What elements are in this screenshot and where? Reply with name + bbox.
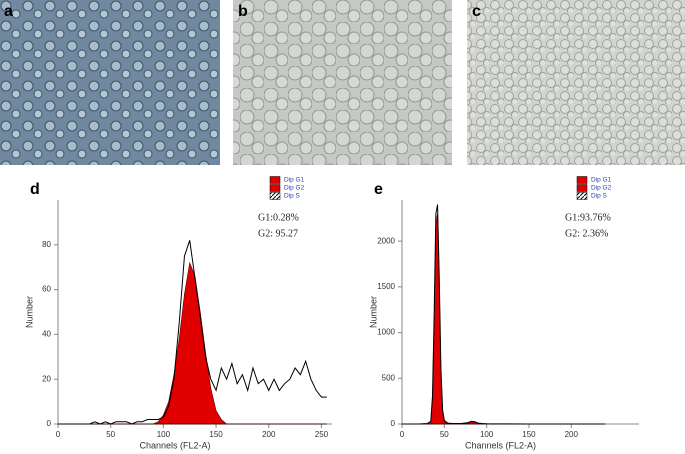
legend-swatch — [269, 184, 281, 192]
panel-label: d — [30, 181, 40, 198]
legend-swatch — [576, 192, 588, 200]
x-tick-label: 100 — [157, 430, 171, 439]
y-axis-label: Number — [24, 296, 34, 328]
annotation: G2: 2.36% — [565, 228, 608, 239]
micrograph — [467, 0, 685, 165]
legend-label: Dip G2 — [284, 185, 305, 192]
micrograph — [0, 0, 220, 165]
annotation: G2: 95.27 — [258, 228, 298, 239]
y-tick-label: 0 — [391, 419, 396, 428]
panel-label: b — [238, 3, 248, 20]
y-tick-label: 20 — [42, 374, 51, 383]
x-tick-label: 150 — [522, 430, 536, 439]
legend-label: Dip G2 — [591, 185, 612, 192]
legend-label: Dip S — [591, 193, 608, 200]
x-tick-label: 50 — [440, 430, 449, 439]
legend-swatch — [576, 184, 588, 192]
panel-label: e — [374, 181, 383, 198]
y-tick-label: 1500 — [377, 282, 395, 291]
legend-label: Dip G1 — [284, 177, 305, 184]
legend-swatch — [576, 176, 588, 184]
x-tick-label: 150 — [209, 430, 223, 439]
x-tick-label: 50 — [106, 430, 115, 439]
x-tick-label: 0 — [56, 430, 61, 439]
y-tick-label: 40 — [42, 330, 51, 339]
legend-swatch — [269, 192, 281, 200]
x-tick-label: 200 — [565, 430, 579, 439]
y-tick-label: 1000 — [377, 328, 395, 337]
x-tick-label: 100 — [480, 430, 494, 439]
histogram-line — [58, 240, 327, 425]
panel-label: a — [4, 3, 13, 20]
annotation: G1:0.28% — [258, 212, 299, 223]
area — [58, 261, 327, 425]
y-tick-label: 60 — [42, 285, 51, 294]
x-axis-label: Channels (FL2-A) — [465, 440, 536, 450]
x-axis-label: Channels (FL2-A) — [139, 440, 210, 450]
y-tick-label: 2000 — [377, 236, 395, 245]
legend-label: Dip S — [284, 193, 301, 200]
panel-label: c — [472, 3, 481, 20]
x-tick-label: 200 — [262, 430, 276, 439]
micrograph — [233, 0, 452, 165]
x-tick-label: 250 — [315, 430, 329, 439]
annotation: G1:93.76% — [565, 212, 611, 223]
y-axis-label: Number — [368, 296, 378, 328]
y-tick-label: 80 — [42, 240, 51, 249]
histogram-line — [402, 204, 606, 425]
y-tick-label: 0 — [47, 419, 52, 428]
y-tick-label: 500 — [382, 373, 396, 382]
x-tick-label: 0 — [400, 430, 405, 439]
legend-label: Dip G1 — [591, 177, 612, 184]
legend-swatch — [269, 176, 281, 184]
